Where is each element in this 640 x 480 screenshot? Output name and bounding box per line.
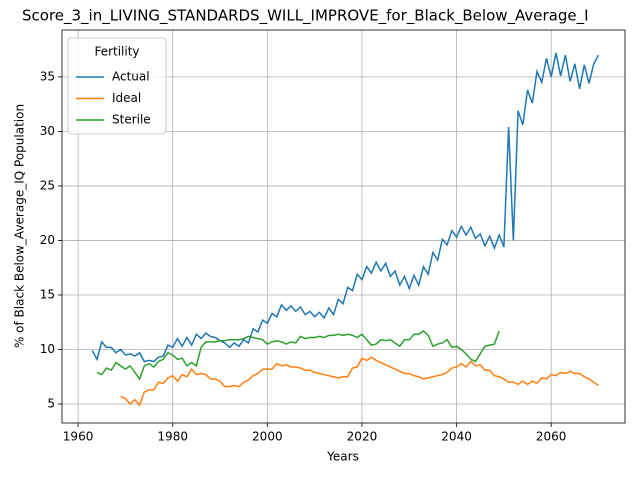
line-series: [120, 356, 599, 407]
plot-frame: [61, 29, 626, 424]
x-tick-label: 2060: [536, 430, 567, 444]
y-tick-label: 10: [40, 342, 55, 356]
legend: Fertility Actual Ideal Sterile: [67, 37, 167, 135]
y-tick-label: 20: [40, 233, 55, 247]
y-tick-label: 25: [40, 178, 55, 192]
x-tick-label: 2000: [252, 430, 283, 444]
legend-label: Ideal: [112, 91, 141, 105]
legend-label: Actual: [112, 70, 150, 84]
y-tick-label: 30: [40, 124, 55, 138]
x-tick-label: 1980: [157, 430, 188, 444]
y-axis-label: % of Black Below_Average_IQ Population: [13, 104, 27, 348]
chart-title: Score_3_in_LIVING_STANDARDS_WILL_IMPROVE…: [22, 7, 589, 26]
x-tick-label: 2020: [347, 430, 378, 444]
legend-title: Fertility: [94, 45, 139, 59]
x-axis-label: Years: [326, 450, 359, 464]
legend-label: Sterile: [112, 113, 151, 127]
x-tick-label: 2040: [441, 430, 472, 444]
y-tick-label: 15: [40, 287, 55, 301]
x-tick-label: 1960: [63, 430, 94, 444]
y-tick-label: 5: [47, 397, 55, 411]
legend-box: [67, 37, 167, 135]
y-tick-label: 35: [40, 69, 55, 83]
line-series: [96, 330, 500, 381]
line-series: [91, 52, 600, 363]
